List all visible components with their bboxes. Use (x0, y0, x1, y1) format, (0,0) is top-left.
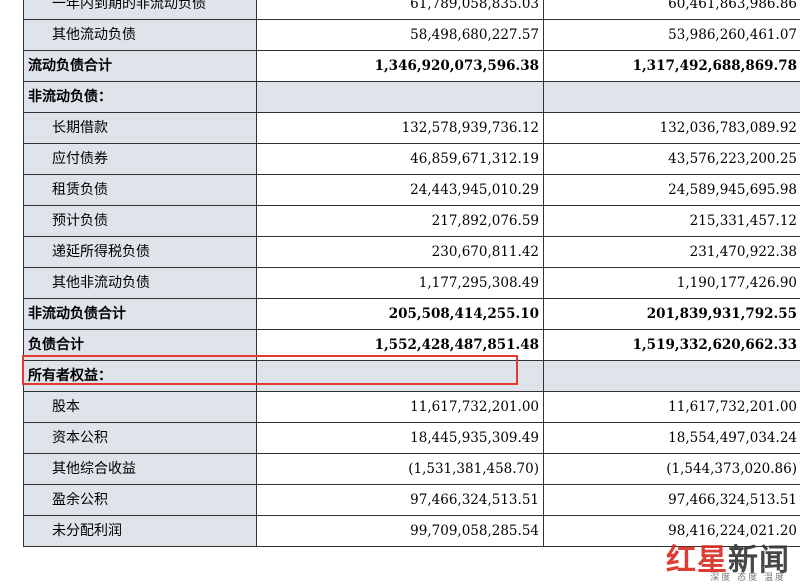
current-value: 205,508,414,255.10 (256, 298, 544, 330)
previous-value: 1,190,177,426.90 (543, 267, 800, 299)
previous-value: 53,986,260,461.07 (543, 19, 800, 51)
table-row: 资本公积 18,445,935,309.49 18,554,497,034.24 (23, 422, 800, 454)
row-label: 未分配利润 (23, 515, 257, 547)
row-label: 盈余公积 (23, 484, 257, 516)
row-label: 资本公积 (23, 422, 257, 454)
row-label: 流动负债合计 (23, 50, 257, 82)
row-label: 一年内到期的非流动负债 (23, 0, 257, 20)
row-label: 非流动负债合计 (23, 298, 257, 330)
row-label: 递延所得税负债 (23, 236, 257, 268)
previous-value: 43,576,223,200.25 (543, 143, 800, 175)
previous-value: 97,466,324,513.51 (543, 484, 800, 516)
table-row: 未分配利润 99,709,058,285.54 98,416,224,021.2… (23, 515, 800, 547)
row-label: 股本 (23, 391, 257, 423)
row-label: 其他综合收益 (23, 453, 257, 485)
previous-value: 60,461,863,986.86 (543, 0, 800, 20)
watermark-brand-dark: 新闻 (728, 543, 790, 578)
row-label: 预计负债 (23, 205, 257, 237)
liabilities-table: 一年内到期的非流动负债 61,789,058,835.03 60,461,863… (23, 0, 800, 547)
current-value: 11,617,732,201.00 (256, 391, 544, 423)
row-label: 其他流动负债 (23, 19, 257, 51)
table-row: 递延所得税负债 230,670,811.42 231,470,922.38 (23, 236, 800, 268)
current-value: 24,443,945,010.29 (256, 174, 544, 206)
row-label: 负债合计 (23, 329, 257, 361)
row-label: 其他非流动负债 (23, 267, 257, 299)
current-value: 18,445,935,309.49 (256, 422, 544, 454)
current-value: 99,709,058,285.54 (256, 515, 544, 547)
table-row: 一年内到期的非流动负债 61,789,058,835.03 60,461,863… (23, 0, 800, 20)
previous-value: 98,416,224,021.20 (543, 515, 800, 547)
current-value (256, 81, 544, 113)
table-section-header: 非流动负债： (23, 81, 800, 113)
current-value: 61,789,058,835.03 (256, 0, 544, 20)
previous-value: 18,554,497,034.24 (543, 422, 800, 454)
previous-value: 24,589,945,695.98 (543, 174, 800, 206)
table-row: 股本 11,617,732,201.00 11,617,732,201.00 (23, 391, 800, 423)
row-label: 租赁负债 (23, 174, 257, 206)
table-row-total: 负债合计 1,552,428,487,851.48 1,519,332,620,… (23, 329, 800, 361)
balance-sheet: 一年内到期的非流动负债 61,789,058,835.03 60,461,863… (23, 0, 800, 547)
previous-value: 1,317,492,688,869.78 (543, 50, 800, 82)
previous-value: 201,839,931,792.55 (543, 298, 800, 330)
previous-value: (1,544,373,020.86) (543, 453, 800, 485)
previous-value (543, 81, 800, 113)
table-row: 租赁负债 24,443,945,010.29 24,589,945,695.98 (23, 174, 800, 206)
watermark-brand-red: 红星 (666, 543, 728, 578)
table-row: 盈余公积 97,466,324,513.51 97,466,324,513.51 (23, 484, 800, 516)
section-label: 非流动负债： (23, 81, 257, 113)
previous-value: 231,470,922.38 (543, 236, 800, 268)
table-row-total: 非流动负债合计 205,508,414,255.10 201,839,931,7… (23, 298, 800, 330)
table-row: 其他非流动负债 1,177,295,308.49 1,190,177,426.9… (23, 267, 800, 299)
previous-value: 1,519,332,620,662.33 (543, 329, 800, 361)
watermark-slogan: 深度 态度 温度 (710, 573, 786, 583)
row-label: 应付债券 (23, 143, 257, 175)
current-value: 1,346,920,073,596.38 (256, 50, 544, 82)
current-value: 97,466,324,513.51 (256, 484, 544, 516)
table-row: 预计负债 217,892,076.59 215,331,457.12 (23, 205, 800, 237)
current-value: 132,578,939,736.12 (256, 112, 544, 144)
current-value: 58,498,680,227.57 (256, 19, 544, 51)
row-label: 长期借款 (23, 112, 257, 144)
table-row: 其他综合收益 (1,531,381,458.70) (1,544,373,020… (23, 453, 800, 485)
table-row: 其他流动负债 58,498,680,227.57 53,986,260,461.… (23, 19, 800, 51)
table-row: 长期借款 132,578,939,736.12 132,036,783,089.… (23, 112, 800, 144)
current-value: 1,552,428,487,851.48 (256, 329, 544, 361)
current-value: (1,531,381,458.70) (256, 453, 544, 485)
current-value: 217,892,076.59 (256, 205, 544, 237)
table-section-header: 所有者权益： (23, 360, 800, 392)
section-label: 所有者权益： (23, 360, 257, 392)
current-value: 230,670,811.42 (256, 236, 544, 268)
previous-value: 215,331,457.12 (543, 205, 800, 237)
previous-value: 11,617,732,201.00 (543, 391, 800, 423)
current-value (256, 360, 544, 392)
current-value: 46,859,671,312.19 (256, 143, 544, 175)
previous-value (543, 360, 800, 392)
current-value: 1,177,295,308.49 (256, 267, 544, 299)
table-row: 应付债券 46,859,671,312.19 43,576,223,200.25 (23, 143, 800, 175)
table-row-total: 流动负债合计 1,346,920,073,596.38 1,317,492,68… (23, 50, 800, 82)
previous-value: 132,036,783,089.92 (543, 112, 800, 144)
